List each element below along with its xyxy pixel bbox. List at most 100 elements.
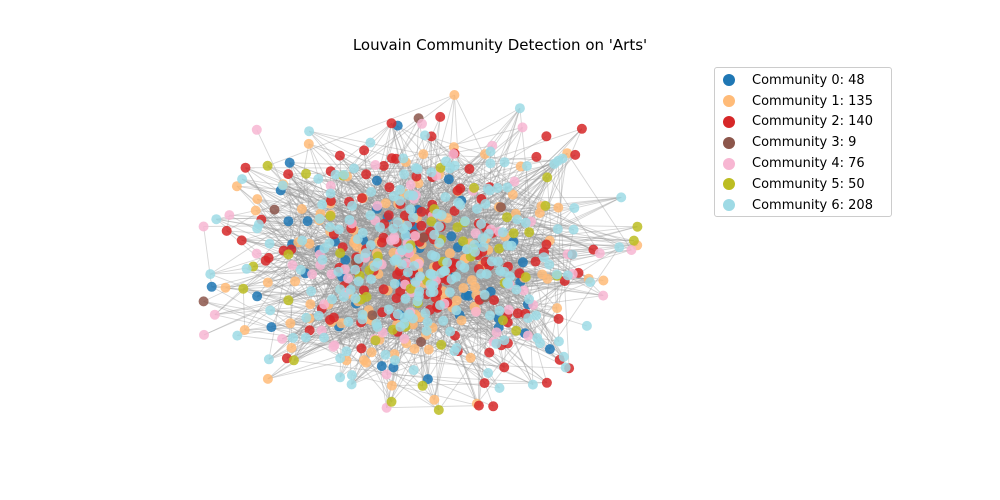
graph-edge [351, 158, 404, 224]
node-community-1 [239, 325, 250, 335]
graph-edge [318, 315, 392, 403]
node-community-6 [484, 185, 495, 196]
node-community-5 [262, 160, 273, 171]
graph-edge [403, 107, 521, 175]
node-community-6 [345, 284, 356, 295]
graph-edge [433, 275, 558, 286]
graph-edge [287, 173, 400, 223]
graph-edge [256, 259, 323, 297]
graph-edge [333, 244, 638, 318]
node-community-4 [470, 228, 481, 239]
node-community-6 [313, 310, 324, 321]
node-community-6 [524, 294, 535, 305]
node-community-6 [421, 325, 432, 336]
graph-edge [293, 359, 500, 389]
graph-edge [319, 264, 392, 403]
node-community-5 [436, 339, 447, 350]
node-community-6 [426, 167, 437, 178]
legend-item-community-5: Community 5: 50 [723, 174, 891, 195]
graph-edge [292, 196, 622, 245]
node-community-5 [498, 315, 508, 326]
node-community-1 [366, 347, 377, 358]
node-community-6 [585, 277, 596, 288]
node-community-6 [427, 250, 437, 261]
node-community-4 [517, 122, 528, 133]
graph-edge [267, 94, 455, 167]
graph-edge [267, 359, 347, 380]
node-community-0 [206, 281, 217, 292]
node-community-6 [512, 214, 523, 225]
node-community-5 [502, 212, 512, 223]
node-community-4 [518, 285, 529, 296]
node-community-6 [265, 305, 276, 316]
node-community-4 [251, 248, 262, 259]
legend-label: Community 0: 48 [752, 72, 865, 88]
node-community-6 [494, 383, 505, 393]
node-community-3 [269, 204, 280, 215]
node-community-4 [386, 235, 396, 246]
graph-edge [490, 163, 541, 214]
node-community-6 [569, 203, 580, 213]
node-community-6 [350, 264, 361, 275]
node-community-6 [399, 312, 410, 323]
node-community-6 [560, 362, 571, 373]
node-community-1 [285, 318, 296, 329]
node-community-4 [372, 200, 383, 211]
node-community-2 [384, 182, 395, 193]
node-community-6 [557, 153, 568, 164]
node-community-6 [352, 234, 363, 245]
node-community-6 [339, 169, 350, 180]
graph-edge [386, 405, 479, 409]
node-community-2 [541, 239, 552, 250]
node-community-4 [370, 160, 381, 170]
graph-edge [460, 264, 537, 316]
graph-edge [438, 127, 523, 244]
node-community-6 [444, 163, 455, 174]
node-community-6 [478, 241, 489, 252]
graph-edge [394, 315, 534, 386]
node-community-6 [395, 184, 406, 195]
node-community-2 [359, 145, 370, 156]
node-community-3 [198, 296, 209, 307]
node-community-0 [517, 257, 528, 268]
graph-edge [489, 190, 574, 231]
graph-edge [318, 178, 390, 188]
graph-edge [413, 296, 420, 371]
node-community-5 [426, 216, 437, 227]
graph-edge [271, 219, 320, 328]
node-community-6 [538, 252, 549, 263]
legend-item-community-3: Community 3: 9 [723, 132, 891, 153]
graph-edge [244, 123, 392, 331]
graph-edge [236, 185, 435, 400]
graph-edge [358, 300, 431, 311]
node-community-4 [405, 179, 416, 190]
graph-edge [310, 123, 423, 292]
node-community-6 [211, 214, 222, 225]
node-community-6 [343, 316, 354, 327]
node-community-2 [531, 151, 542, 162]
graph-edge [243, 288, 439, 411]
node-community-6 [485, 158, 496, 169]
node-community-6 [436, 210, 447, 220]
graph-edge [282, 183, 416, 283]
node-community-2 [473, 400, 484, 411]
graph-edge [306, 317, 405, 340]
legend-label: Community 6: 208 [752, 197, 873, 213]
node-community-2 [376, 237, 387, 248]
graph-edge [454, 153, 527, 278]
node-community-2 [499, 362, 510, 373]
node-community-6 [277, 180, 288, 191]
node-community-1 [386, 380, 397, 391]
node-community-1 [262, 277, 273, 288]
node-community-6 [408, 365, 419, 376]
node-community-1 [458, 283, 469, 293]
node-community-6 [491, 338, 502, 349]
node-community-6 [313, 173, 324, 184]
node-community-6 [383, 304, 394, 315]
node-community-1 [296, 204, 307, 214]
node-community-6 [451, 305, 462, 316]
node-community-4 [626, 245, 637, 255]
graph-edge [445, 271, 559, 320]
graph-edge [507, 281, 591, 315]
node-community-6 [232, 330, 243, 341]
